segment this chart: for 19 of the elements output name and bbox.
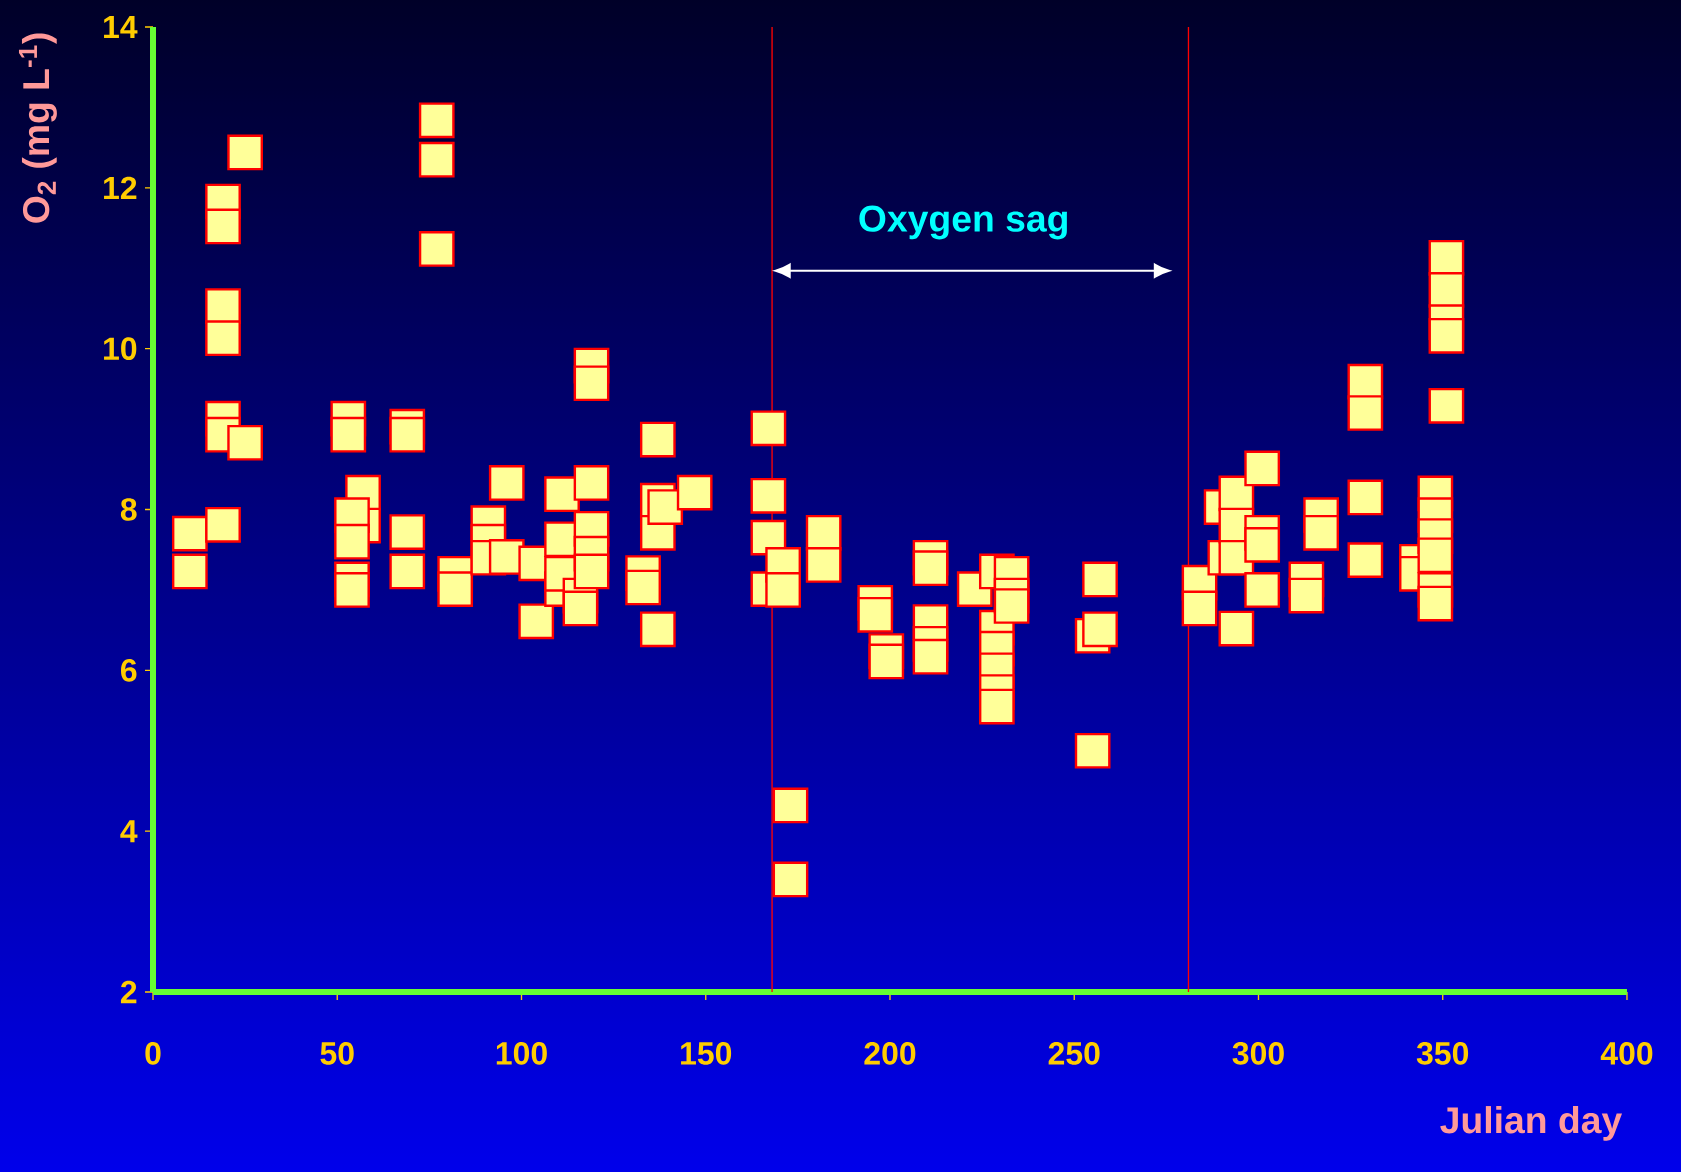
x-tick-label: 300	[1232, 1042, 1284, 1065]
x-tick-label: 50	[320, 1042, 354, 1065]
x-tick-label: 100	[496, 1042, 547, 1065]
y-axis-title: O$_{2}$ (mg L$^{-1}$)	[18, 33, 57, 223]
x-tick-label: 200	[864, 1042, 916, 1065]
y-tick-label: 6	[121, 659, 137, 682]
y-tick-label: 10	[104, 337, 137, 360]
x-axis-title: Julian day	[1440, 1106, 1623, 1141]
y-tick-label: 4	[120, 820, 138, 843]
y-tick-label: 8	[120, 498, 137, 521]
y-tick-label: 14	[104, 15, 138, 38]
x-tick-label: 150	[681, 1042, 732, 1065]
y-tick-label: 2	[120, 980, 137, 1004]
annotation: Oxygen sag	[859, 205, 1067, 240]
x-tick-label: 400	[1600, 1042, 1653, 1065]
x-tick-label: 350	[1416, 1042, 1469, 1065]
x-tick-label: 250	[1048, 1042, 1100, 1065]
y-tick-label: 12	[104, 176, 137, 199]
x-tick-label: 0	[145, 1042, 161, 1065]
